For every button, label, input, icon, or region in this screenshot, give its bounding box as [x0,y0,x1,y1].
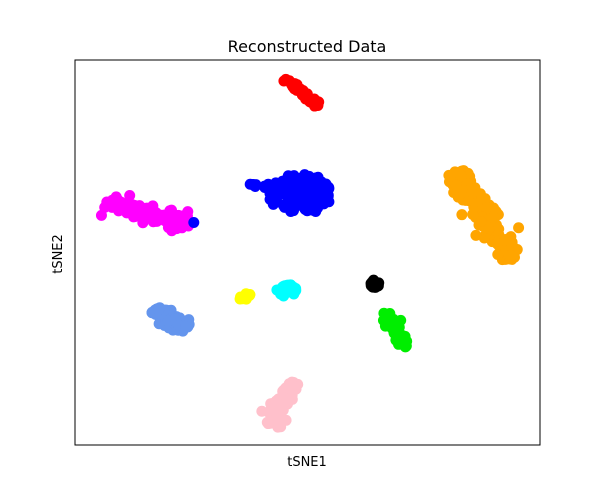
data-point [455,170,467,182]
data-point [492,249,504,261]
data-point [282,279,294,291]
data-point [141,202,153,214]
data-point [128,199,140,211]
data-point [399,330,411,342]
y-axis-label: tSNE2 [51,234,66,274]
data-point [386,322,398,334]
data-point [278,75,290,87]
data-point [467,208,479,220]
data-point [470,229,482,241]
data-point [188,217,200,229]
data-point [312,171,324,183]
data-point [175,219,187,231]
data-point [456,209,468,221]
data-point [286,185,298,197]
data-point [311,191,323,203]
data-point [180,321,192,333]
data-point [153,304,165,316]
x-axis-label: tSNE1 [287,455,327,470]
data-point [247,179,259,191]
data-point [182,206,194,218]
data-point [299,169,311,181]
data-point [140,210,152,222]
data-point [323,183,335,195]
data-point [278,290,290,302]
data-point [298,200,310,212]
data-point [281,199,293,211]
data-point [121,207,133,219]
data-point [244,289,256,301]
data-points [95,73,525,433]
data-point [300,93,312,105]
data-point [259,181,271,193]
data-point [311,201,323,213]
data-point [475,215,487,227]
data-point [513,222,525,234]
data-point [483,223,495,235]
data-point [283,379,295,391]
data-point [150,207,162,219]
data-point [271,195,283,207]
data-point [95,209,107,221]
data-point [481,202,493,213]
data-point [106,194,118,206]
data-point [310,181,322,193]
data-point [276,412,288,424]
data-point [261,416,273,428]
data-point [270,395,282,407]
chart-title: Reconstructed Data [228,37,387,56]
data-point [124,190,136,202]
data-point [378,307,390,319]
data-point [290,285,302,297]
data-point [320,195,332,207]
data-point [273,184,285,196]
data-point [297,183,309,195]
data-point [282,393,294,405]
plot-frame [74,59,541,446]
data-point [368,274,380,286]
data-point [297,85,309,97]
data-point [504,249,516,261]
data-point [499,234,511,246]
data-point [164,205,176,217]
data-point [450,179,462,191]
